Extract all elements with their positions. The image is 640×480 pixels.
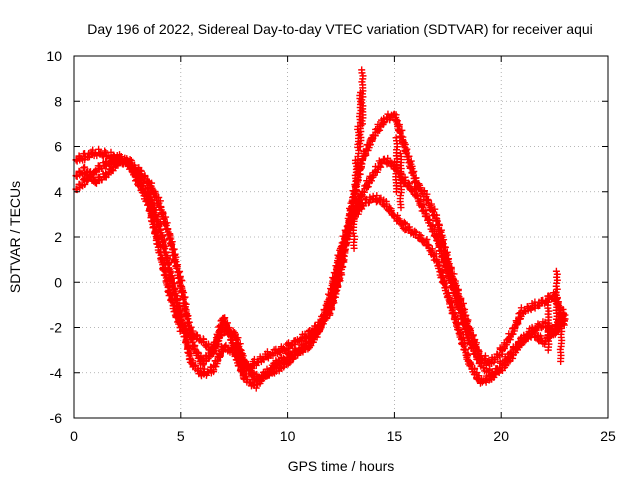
x-tick-label: 15 [387,428,403,444]
series-track-c [73,111,569,375]
y-tick-label: 8 [54,93,62,109]
y-tick-label: 4 [54,184,62,200]
x-tick-label: 0 [70,428,78,444]
sdtvar-chart: Day 196 of 2022, Sidereal Day-to-day VTE… [0,0,640,480]
y-tick-label: -2 [50,320,63,336]
x-tick-label: 25 [600,428,616,444]
y-axis-label: SDTVAR / TECUs [7,181,23,293]
x-tick-label: 5 [177,428,185,444]
x-tick-label: 10 [280,428,296,444]
y-tick-label: -6 [50,410,63,426]
y-tick-label: 0 [54,274,62,290]
y-tick-label: -4 [50,365,63,381]
x-axis-label: GPS time / hours [288,458,395,474]
y-tick-label: 6 [54,139,62,155]
axis-ticks: 0 5 10 15 20 25 -6 -4 -2 0 2 4 6 8 10 [46,48,616,444]
y-tick-label: 10 [46,48,62,64]
data-point [80,164,87,171]
data-layer [73,66,569,391]
y-tick-label: 2 [54,229,62,245]
chart-title: Day 196 of 2022, Sidereal Day-to-day VTE… [87,21,593,37]
x-tick-label: 20 [493,428,509,444]
